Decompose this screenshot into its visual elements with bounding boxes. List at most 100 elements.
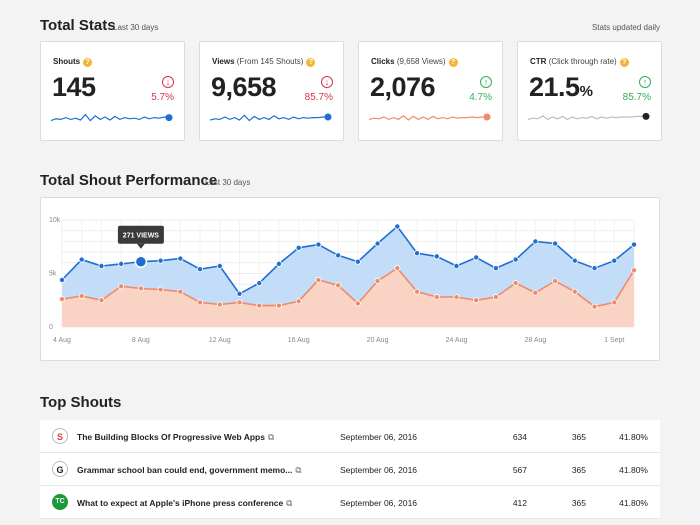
series-1-point — [295, 298, 302, 305]
tooltip-text: 271 VIEWS — [123, 233, 160, 240]
stat-card-unit: % — [579, 83, 593, 100]
shout-views: 634 — [512, 432, 527, 442]
highlighted-point — [134, 255, 148, 268]
series-0-point — [611, 257, 618, 264]
x-tick-label: 1 Sept — [604, 337, 624, 344]
series-1-point — [453, 294, 460, 301]
help-icon[interactable]: ? — [448, 58, 458, 67]
shout-ctr: 41.80% — [619, 465, 648, 475]
shout-views: 412 — [512, 498, 527, 508]
series-1-point — [492, 294, 499, 301]
series-1-point — [177, 288, 184, 295]
sparkline-end-dot — [324, 113, 332, 121]
stat-card-label: Views — [212, 57, 235, 66]
series-0-point — [433, 253, 440, 260]
stat-card-ctr[interactable]: CTR (Click through rate)? 21.5% ↑ 85.7% — [517, 41, 662, 141]
stat-card-clicks[interactable]: Clicks (9,658 Views)? 2,076 ↑ 4.7% — [358, 41, 503, 141]
stat-card-change: 5.7% — [151, 92, 174, 103]
x-tick-label: 12 Aug — [209, 337, 231, 344]
total-stats-title: Total Stats — [40, 17, 116, 34]
series-0-line — [61, 225, 635, 295]
series-0-point — [571, 257, 578, 264]
series-0-point — [315, 241, 322, 248]
stat-card-detail: (Click through rate) — [548, 57, 617, 66]
series-0-point — [591, 265, 598, 272]
series-1-point — [611, 299, 618, 306]
series-0-point — [295, 244, 302, 251]
series-0-point — [631, 241, 638, 248]
y-tick-label: 0 — [49, 324, 53, 331]
table-row[interactable]: TC What to expect at Apple's iPhone press… — [40, 486, 660, 519]
stat-card-label: CTR — [530, 57, 547, 66]
shout-ctr: 41.80% — [619, 498, 648, 508]
series-1-point — [236, 299, 243, 306]
series-0-point — [492, 265, 499, 272]
stat-card-views[interactable]: Views (From 145 Shouts)? 9,658 ↓ 85.7% — [199, 41, 344, 141]
shout-title-text[interactable]: Grammar school ban could end, government… — [77, 465, 293, 475]
sparkline-line — [528, 115, 646, 121]
sparkline — [369, 113, 491, 121]
stat-card-value: 9,658 — [211, 72, 277, 103]
stat-card-change: 85.7% — [304, 92, 333, 103]
arrow-up-icon: ↑ — [639, 76, 651, 88]
stat-card-title: Clicks (9,658 Views)? — [371, 57, 458, 67]
external-link-icon[interactable]: ⧉ — [267, 432, 275, 442]
series-1-point — [354, 300, 361, 307]
help-icon[interactable]: ? — [83, 58, 93, 67]
x-tick-label: 20 Aug — [367, 337, 389, 344]
external-link-icon[interactable]: ⧉ — [286, 498, 293, 508]
series-1-point — [98, 297, 105, 304]
stats-updated-note: Stats updated daily — [591, 23, 660, 32]
series-0-point — [335, 252, 342, 259]
series-1-point — [78, 292, 85, 299]
sparkline-end-dot — [642, 112, 650, 120]
shout-date: September 06, 2016 — [340, 465, 418, 475]
shout-title-text[interactable]: The Building Blocks Of Progressive Web A… — [77, 432, 265, 442]
arrow-down-icon: ↓ — [162, 76, 174, 88]
table-row[interactable]: S The Building Blocks Of Progressive Web … — [40, 420, 660, 453]
shout-title[interactable]: Grammar school ban could end, government… — [77, 465, 301, 476]
site-favicon-icon: TC — [52, 494, 68, 510]
shout-title[interactable]: What to expect at Apple's iPhone press c… — [77, 498, 292, 509]
stat-card-title: Views (From 145 Shouts)? — [212, 57, 316, 67]
series-1-point — [571, 288, 578, 295]
x-tick-label: 24 Aug — [446, 337, 468, 344]
series-0-point — [197, 266, 204, 273]
series-1-point — [118, 283, 125, 290]
help-icon[interactable]: ? — [619, 58, 629, 67]
series-0-point — [98, 263, 105, 270]
stat-card-shouts[interactable]: Shouts? 145 ↓ 5.7% — [40, 41, 185, 141]
table-row[interactable]: G Grammar school ban could end, governmen… — [40, 453, 660, 486]
stat-card-detail: (9,658 Views) — [396, 57, 446, 66]
series-0-point — [354, 258, 361, 265]
shout-title[interactable]: The Building Blocks Of Progressive Web A… — [77, 432, 274, 443]
series-0-point — [394, 223, 401, 230]
series-1-point — [552, 277, 559, 284]
external-link-icon[interactable]: ⧉ — [295, 465, 302, 475]
series-1-point — [512, 280, 519, 287]
shout-date: September 06, 2016 — [340, 432, 418, 442]
shout-title-text[interactable]: What to expect at Apple's iPhone press c… — [77, 498, 284, 508]
series-1-point — [275, 302, 282, 309]
help-icon[interactable]: ? — [306, 58, 316, 67]
x-tick-label: 28 Aug — [524, 337, 546, 344]
shout-clicks: 365 — [571, 465, 586, 475]
series-0-point — [275, 260, 282, 267]
series-0-point — [78, 256, 85, 263]
series-0-point — [118, 260, 125, 267]
series-1-area — [62, 268, 634, 327]
performance-chart: 10k 5k 0 4 Aug 8 Aug 12 Aug 16 Aug 20 Aug 24 Aug… — [40, 197, 660, 361]
stat-card-value: 2,076 — [370, 72, 436, 103]
site-favicon-icon: S — [52, 428, 68, 444]
top-shouts-table: S The Building Blocks Of Progressive Web … — [40, 420, 660, 519]
performance-period: Last 30 days — [205, 178, 251, 187]
series-1-point — [591, 303, 598, 310]
series-1-point — [335, 282, 342, 289]
series-1-point — [256, 302, 263, 309]
stat-card-label: Shouts — [53, 57, 81, 66]
y-tick-label: 10k — [49, 217, 61, 224]
arrow-up-icon: ↑ — [480, 76, 492, 88]
series-1-point — [216, 301, 223, 308]
series-0-point — [552, 240, 559, 247]
series-0-point — [157, 257, 164, 264]
